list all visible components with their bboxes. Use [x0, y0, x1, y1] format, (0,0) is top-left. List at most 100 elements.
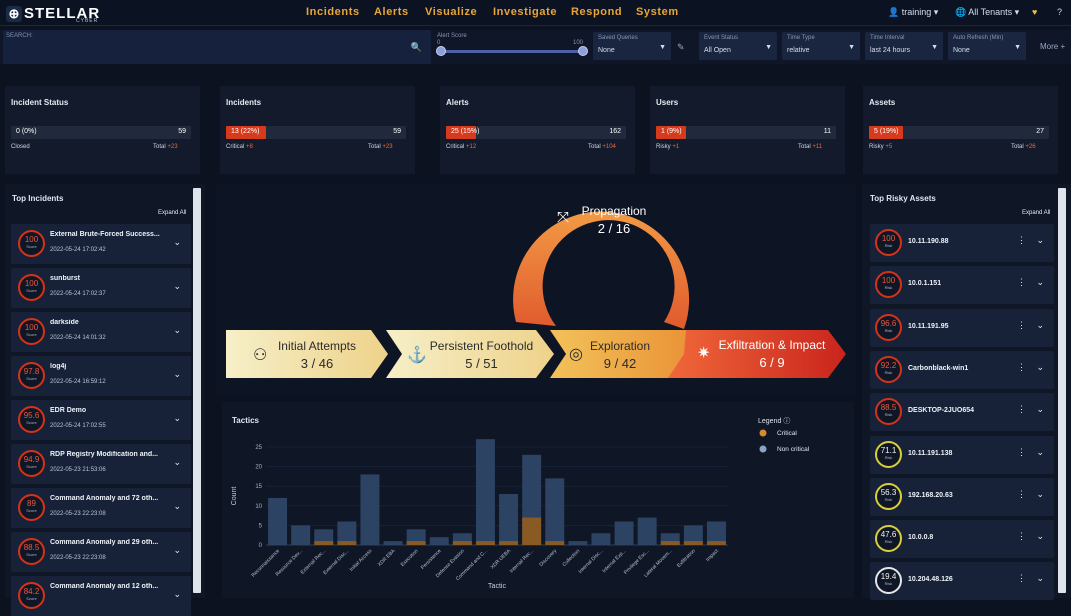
- asset-name[interactable]: 10.11.191.138: [908, 449, 953, 457]
- incident-scrollbar[interactable]: [193, 188, 201, 593]
- stat-card[interactable]: Incident Status 0 (0%) 59 Closed Total +…: [5, 86, 200, 174]
- stage-persistent-foothold[interactable]: [386, 330, 554, 378]
- incident-card[interactable]: 100 Score External Brute-Forced Success.…: [11, 224, 191, 264]
- asset-card[interactable]: 47.6 Risk 10.0.0.8 ⋮ ⌄: [870, 520, 1054, 559]
- expand-all-assets[interactable]: Expand All: [1022, 210, 1051, 216]
- incident-name[interactable]: Command Anomaly and 72 oth...: [50, 495, 159, 502]
- stage-initial-attempts[interactable]: [226, 330, 388, 378]
- expand-all-incidents[interactable]: Expand All: [158, 210, 187, 216]
- tenant-menu[interactable]: 🌐 All Tenants ▾: [955, 7, 1019, 18]
- nav-system[interactable]: System: [636, 6, 679, 18]
- stat-card[interactable]: Users 1 (9%) 11 Risky +1 Total +11: [650, 86, 845, 174]
- chevron-down-icon[interactable]: ⌄: [1036, 361, 1044, 372]
- chevron-down-icon[interactable]: ⌄: [1036, 235, 1044, 245]
- propagation-ring[interactable]: [513, 211, 690, 329]
- chevron-down-icon[interactable]: ⌄: [173, 369, 181, 379]
- asset-card[interactable]: 88.5 Risk DESKTOP-2JUO654 ⋮ ⌄: [870, 393, 1054, 432]
- search-input[interactable]: SEARCH: 🔍: [3, 30, 431, 64]
- asset-card[interactable]: 100 Risk 10.11.190.88 ⋮ ⌄: [870, 224, 1054, 262]
- asset-name[interactable]: 10.0.1.151: [908, 280, 942, 288]
- incident-name[interactable]: EDR Demo: [50, 407, 87, 414]
- incident-card[interactable]: 97.8 Score log4j 2022-05-24 16:59:12 ⌄: [11, 356, 191, 396]
- stat-card[interactable]: Assets 5 (19%) 27 Risky +5 Total +26: [863, 86, 1058, 174]
- chevron-down-icon[interactable]: ⌄: [173, 589, 181, 599]
- incident-card[interactable]: 95.6 Score EDR Demo 2022-05-24 17:02:55 …: [11, 400, 191, 440]
- auto-refresh-select[interactable]: Auto Refresh (Min) None ▼: [948, 32, 1026, 60]
- alert-score-slider[interactable]: [440, 50, 583, 53]
- incident-card[interactable]: 88.5 Score Command Anomaly and 29 oth...…: [11, 532, 191, 572]
- incident-name[interactable]: log4j: [50, 363, 67, 370]
- chevron-down-icon[interactable]: ⌄: [173, 413, 181, 423]
- chevron-down-icon[interactable]: ⌄: [1036, 446, 1044, 457]
- kebab-menu-icon[interactable]: ⋮: [1017, 319, 1026, 330]
- notification-icon[interactable]: ♥: [1032, 7, 1038, 17]
- chevron-down-icon[interactable]: ⌄: [173, 501, 181, 511]
- more-filters-button[interactable]: More +: [1040, 42, 1065, 51]
- asset-scrollbar[interactable]: [1058, 188, 1066, 593]
- help-icon[interactable]: ?: [1057, 7, 1063, 17]
- kebab-menu-icon[interactable]: ⋮: [1017, 488, 1026, 499]
- saved-queries-select[interactable]: Saved Queries None ▼: [593, 32, 671, 60]
- stat-card[interactable]: Alerts 25 (15%) 162 Critical +12 Total +…: [440, 86, 635, 174]
- asset-card[interactable]: 96.6 Risk 10.11.191.95 ⋮ ⌄: [870, 308, 1054, 347]
- info-icon[interactable]: ⓘ: [783, 418, 791, 425]
- time-interval-select[interactable]: Time Interval last 24 hours ▼: [865, 32, 943, 60]
- chevron-down-icon[interactable]: ⌄: [1036, 531, 1044, 542]
- incident-name[interactable]: Command Anomaly and 29 oth...: [50, 539, 159, 546]
- chevron-down-icon[interactable]: ⌄: [173, 457, 181, 467]
- chevron-down-icon[interactable]: ⌄: [1036, 404, 1044, 415]
- incident-card[interactable]: 100 Score sunburst 2022-05-24 17:02:37 ⌄: [11, 268, 191, 308]
- asset-name[interactable]: 192.168.20.63: [908, 491, 953, 499]
- kebab-menu-icon[interactable]: ⋮: [1017, 446, 1026, 457]
- asset-card[interactable]: 56.3 Risk 192.168.20.63 ⋮ ⌄: [870, 477, 1054, 516]
- incident-card[interactable]: 84.2 Score Command Anomaly and 12 oth...…: [11, 576, 191, 616]
- incident-name[interactable]: sunburst: [50, 275, 80, 282]
- incident-name[interactable]: darkside: [50, 319, 79, 326]
- search-icon[interactable]: 🔍: [410, 42, 422, 52]
- nav-investigate[interactable]: Investigate: [493, 6, 558, 18]
- incident-card[interactable]: 100 Score darkside 2022-05-24 14:01:32 ⌄: [11, 312, 191, 352]
- kebab-menu-icon[interactable]: ⋮: [1017, 277, 1026, 288]
- nav-alerts[interactable]: Alerts: [374, 6, 409, 18]
- stage-exfiltration-impact[interactable]: [668, 330, 846, 378]
- chevron-down-icon[interactable]: ⌄: [173, 545, 181, 555]
- event-status-select[interactable]: Event Status All Open ▼: [699, 32, 777, 60]
- asset-name[interactable]: 10.204.48.126: [908, 576, 953, 584]
- kebab-menu-icon[interactable]: ⋮: [1017, 573, 1026, 584]
- nav-incidents[interactable]: Incidents: [306, 6, 360, 18]
- kebab-menu-icon[interactable]: ⋮: [1017, 361, 1026, 372]
- chevron-down-icon[interactable]: ⌄: [173, 325, 181, 335]
- incident-name[interactable]: External Brute-Forced Success...: [50, 231, 160, 238]
- time-type-select[interactable]: Time Type relative ▼: [782, 32, 860, 60]
- slider-min-handle[interactable]: [436, 46, 446, 56]
- nav-visualize[interactable]: Visualize: [425, 6, 478, 18]
- chevron-down-icon[interactable]: ⌄: [1036, 488, 1044, 499]
- asset-card[interactable]: 71.1 Risk 10.11.191.138 ⋮ ⌄: [870, 435, 1054, 474]
- chevron-down-icon[interactable]: ⌄: [1036, 573, 1044, 584]
- kebab-menu-icon[interactable]: ⋮: [1017, 404, 1026, 415]
- incident-name[interactable]: Command Anomaly and 12 oth...: [50, 583, 159, 590]
- asset-card[interactable]: 92.2 Risk Carbonblack-win1 ⋮ ⌄: [870, 350, 1054, 389]
- asset-name[interactable]: DESKTOP-2JUO654: [908, 407, 975, 415]
- asset-name[interactable]: 10.11.190.88: [908, 238, 949, 245]
- nav-respond[interactable]: Respond: [571, 6, 623, 18]
- asset-name[interactable]: 10.0.0.8: [908, 534, 934, 542]
- stat-card[interactable]: Incidents 13 (22%) 59 Critical +8 Total …: [220, 86, 415, 174]
- chevron-down-icon[interactable]: ⌄: [1036, 319, 1044, 330]
- chevron-down-icon[interactable]: ⌄: [173, 281, 181, 291]
- kebab-menu-icon[interactable]: ⋮: [1017, 531, 1026, 542]
- chevron-down-icon[interactable]: ⌄: [1036, 277, 1044, 288]
- asset-name[interactable]: Carbonblack-win1: [908, 364, 969, 372]
- edit-icon[interactable]: ✎: [677, 42, 685, 52]
- stellar-logo[interactable]: ⊕ STELLAR CYBER: [6, 4, 106, 24]
- chevron-down-icon[interactable]: ⌄: [173, 237, 181, 247]
- incident-card[interactable]: 89 Score Command Anomaly and 72 oth... 2…: [11, 488, 191, 528]
- asset-name[interactable]: 10.11.191.95: [908, 322, 949, 330]
- incident-card[interactable]: 94.9 Score RDP Registry Modification and…: [11, 444, 191, 484]
- user-menu[interactable]: 👤 training ▾: [888, 7, 938, 18]
- kebab-menu-icon[interactable]: ⋮: [1017, 235, 1026, 245]
- asset-card[interactable]: 19.4 Risk 10.204.48.126 ⋮ ⌄: [870, 562, 1054, 601]
- stage-exploration[interactable]: [550, 330, 704, 378]
- slider-max-handle[interactable]: [578, 46, 588, 56]
- incident-name[interactable]: RDP Registry Modification and...: [50, 451, 158, 458]
